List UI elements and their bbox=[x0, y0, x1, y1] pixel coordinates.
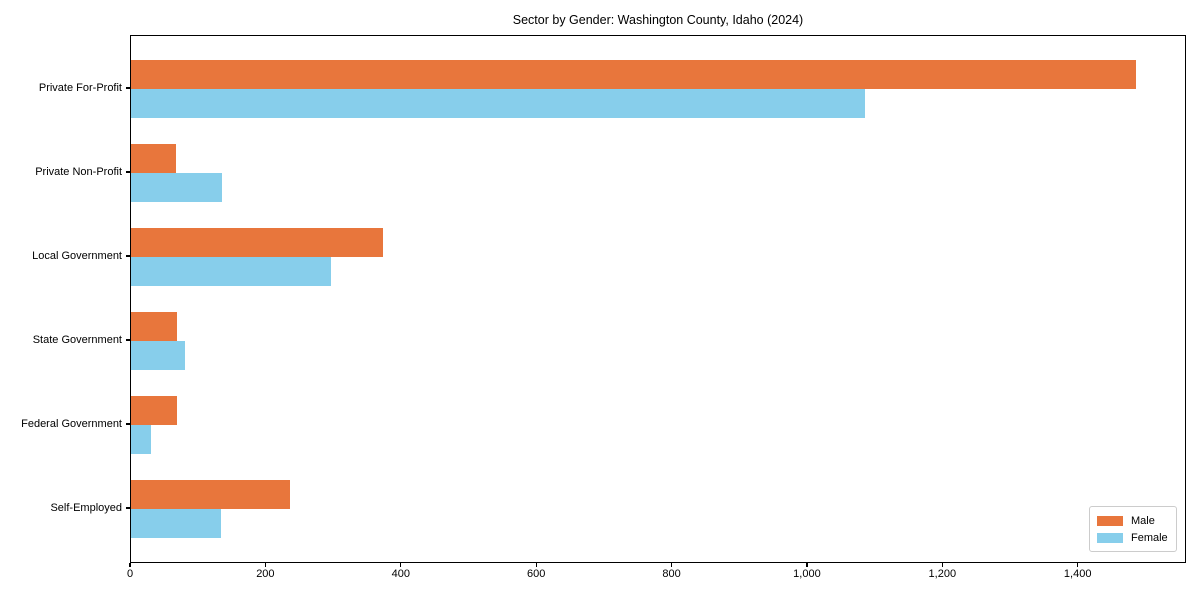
x-tick-mark bbox=[1077, 563, 1079, 567]
x-tick-label: 200 bbox=[256, 568, 275, 580]
x-tick-label: 600 bbox=[526, 568, 546, 580]
x-tick-mark bbox=[129, 563, 131, 567]
x-tick-label: 1,200 bbox=[928, 568, 957, 580]
y-tick-label-private-for-profit: Private For-Profit bbox=[38, 81, 122, 94]
y-tick-mark bbox=[126, 87, 130, 89]
legend-entry-female: Female bbox=[1097, 529, 1168, 546]
bar-male-state-government bbox=[131, 312, 177, 341]
bar-male-private-for-profit bbox=[131, 60, 1136, 89]
bar-female-private-for-profit bbox=[131, 89, 865, 118]
bar-female-federal-government bbox=[131, 425, 151, 454]
bar-male-private-non-profit bbox=[131, 144, 176, 173]
legend-swatch-female bbox=[1097, 532, 1123, 543]
x-tick-mark bbox=[535, 563, 537, 567]
y-tick-label-state-government: State Government bbox=[32, 333, 122, 346]
y-tick-mark bbox=[126, 339, 130, 341]
bar-female-local-government bbox=[131, 257, 331, 286]
y-tick-mark bbox=[126, 507, 130, 509]
bar-female-private-non-profit bbox=[131, 173, 222, 202]
legend-label-female: Female bbox=[1131, 531, 1168, 544]
y-tick-label-local-government: Local Government bbox=[32, 249, 122, 262]
y-tick-label-federal-government: Federal Government bbox=[21, 417, 122, 430]
x-tick-mark bbox=[264, 563, 266, 567]
bar-male-self-employed bbox=[131, 480, 290, 509]
bar-female-state-government bbox=[131, 341, 185, 370]
plot-area: Male Female bbox=[130, 35, 1186, 563]
y-tick-mark bbox=[126, 171, 130, 173]
x-tick-mark bbox=[670, 563, 673, 567]
y-tick-label-private-non-profit: Private Non-Profit bbox=[35, 165, 122, 178]
bar-female-self-employed bbox=[131, 509, 221, 538]
y-tick-mark bbox=[126, 255, 130, 257]
x-tick-label: 1,000 bbox=[793, 568, 821, 580]
x-tick-label: 1,400 bbox=[1063, 568, 1092, 580]
x-tick-mark bbox=[400, 563, 402, 567]
legend: Male Female bbox=[1089, 506, 1177, 552]
y-tick-mark bbox=[126, 423, 130, 425]
bar-male-federal-government bbox=[131, 396, 177, 425]
bar-male-local-government bbox=[131, 228, 383, 257]
y-tick-label-self-employed: Self-Employed bbox=[50, 501, 122, 514]
x-tick-label: 400 bbox=[391, 568, 410, 580]
legend-swatch-male bbox=[1097, 515, 1123, 526]
legend-label-male: Male bbox=[1131, 514, 1155, 527]
legend-entry-male: Male bbox=[1097, 512, 1168, 529]
x-tick-mark bbox=[806, 563, 808, 567]
x-tick-label: 0 bbox=[126, 568, 134, 580]
chart-title: Sector by Gender: Washington County, Ida… bbox=[512, 13, 804, 27]
x-tick-mark bbox=[941, 563, 943, 567]
x-tick-label: 800 bbox=[662, 568, 681, 580]
